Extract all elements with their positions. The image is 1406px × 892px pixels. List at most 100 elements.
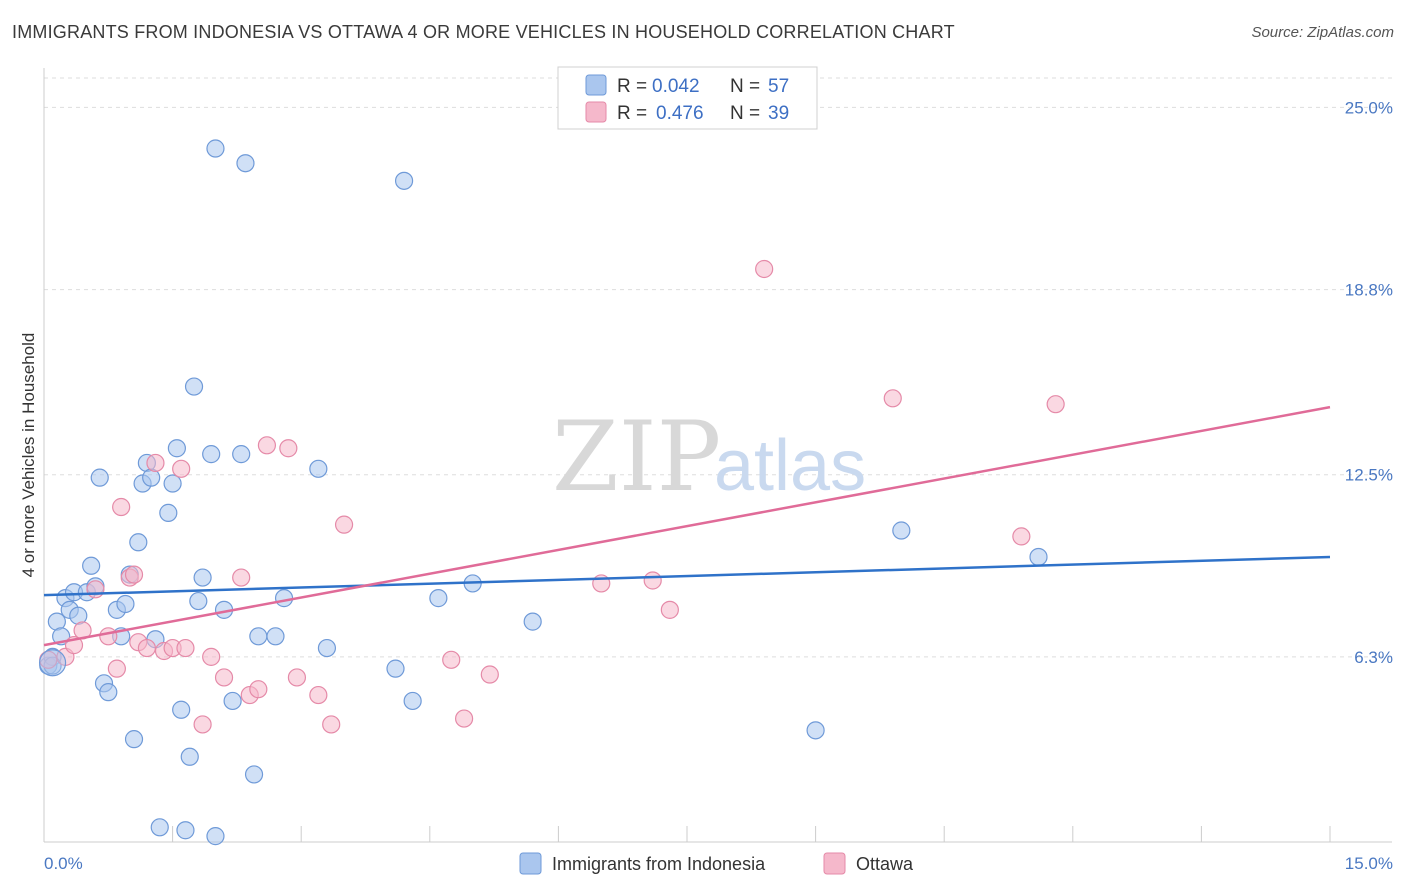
data-point-indonesia [193,568,212,587]
data-point-ottawa [660,600,679,619]
data-point-indonesia-cluster [38,649,67,677]
data-point-indonesia [206,827,225,846]
y-tick-label: 25.0% [1345,98,1393,117]
data-point-indonesia [806,721,825,740]
legend-n-label-2: N = [730,103,760,124]
data-point-indonesia [206,139,225,158]
axis-layer: 6.3% 12.5% 18.8% 25.0% 0.0% 15.0% [43,68,1393,873]
data-point-indonesia [523,612,542,631]
x-tick-label-min: 0.0% [44,854,83,873]
legend-n-value-1: 57 [768,76,789,97]
data-point-indonesia [249,627,268,646]
legend-r-label-2: R = [617,103,647,124]
trend-layer [43,405,1331,647]
data-point-ottawa [480,665,499,684]
data-point-indonesia [99,683,118,702]
source-label: Source: ZipAtlas.com [1251,24,1394,41]
data-point-indonesia [189,591,208,611]
chart-title: IMMIGRANTS FROM INDONESIA VS OTTAWA 4 OR… [12,22,955,42]
legend-n-value-2: 39 [768,103,789,124]
y-axis-label: 4 or more Vehicles in Household [19,333,38,578]
data-point-ottawa [193,715,212,734]
data-point-ottawa [214,668,234,687]
data-point-ottawa [279,439,298,458]
data-point-indonesia [1029,547,1048,567]
y-tick-label: 6.3% [1354,648,1393,667]
data-point-indonesia [116,594,135,614]
data-point-indonesia [317,638,337,658]
data-point-indonesia [244,765,264,784]
legend-r-value-1: 0.042 [652,76,700,97]
data-point-indonesia [176,821,195,840]
data-point-indonesia [159,503,178,522]
data-point-ottawa [172,459,191,478]
y-tick-label: 12.5% [1345,466,1393,485]
trend-line-indonesia [43,555,1331,597]
data-point-ottawa [1046,395,1065,414]
x-tick-label-max: 15.0% [1345,854,1393,873]
data-point-indonesia [163,474,182,493]
data-point-indonesia [167,439,186,458]
data-point-ottawa [883,389,902,408]
data-point-indonesia [129,533,148,552]
data-point-ottawa [287,668,307,687]
watermark-zip: ZIP [552,401,721,513]
data-point-ottawa [442,650,461,669]
legend-swatch-blue [585,74,607,96]
data-point-indonesia [82,556,101,575]
data-point-ottawa [322,715,341,734]
series-legend-label-ottawa: Ottawa [856,854,914,874]
data-point-indonesia [184,377,204,396]
series-legend: Immigrants from Indonesia Ottawa [519,852,914,875]
data-point-indonesia [90,468,109,487]
data-point-indonesia [202,445,221,464]
legend-swatch-pink [585,101,607,123]
data-point-ottawa [755,259,774,279]
data-point-ottawa [454,709,474,728]
data-point-ottawa [643,571,662,590]
data-point-indonesia [892,521,911,540]
series-legend-swatch-ottawa [823,852,846,875]
y-tick-label: 18.8% [1345,281,1393,300]
watermark: ZIP atlas [552,401,866,513]
data-point-indonesia [386,659,405,678]
data-point-ottawa [107,659,126,678]
data-point-ottawa [137,638,156,658]
data-point-indonesia [232,445,251,464]
data-point-ottawa [146,453,165,473]
data-point-ottawa [232,568,251,587]
data-point-indonesia [266,627,285,646]
data-point-indonesia [429,589,448,608]
data-point-ottawa [112,497,131,517]
legend-r-value-2: 0.476 [656,103,704,124]
data-point-indonesia [172,700,191,719]
series-legend-swatch-indonesia [519,852,542,875]
data-point-indonesia [150,818,169,837]
data-point-indonesia [180,747,199,766]
trend-line-ottawa [43,405,1331,647]
legend-n-label-1: N = [730,76,760,97]
stats-legend: R = 0.042 N = 57 R = 0.476 N = 39 [557,66,818,130]
legend-r-label-1: R = [617,76,647,97]
points-layer [38,139,1065,846]
data-point-ottawa [202,647,221,666]
data-point-indonesia [223,691,242,711]
data-point-ottawa [86,580,105,599]
watermark-atlas: atlas [714,426,866,506]
data-point-indonesia [394,171,414,190]
data-point-ottawa [334,515,354,534]
data-point-ottawa [99,627,118,646]
data-point-ottawa [309,685,328,705]
series-legend-label-indonesia: Immigrants from Indonesia [552,854,766,874]
data-point-ottawa [176,638,195,658]
data-point-ottawa [124,565,144,584]
data-point-indonesia [309,459,328,478]
data-point-ottawa [1012,527,1031,546]
data-point-ottawa [257,436,277,455]
data-point-indonesia [403,691,422,711]
data-point-indonesia [274,589,294,608]
data-point-ottawa [249,680,268,699]
data-point-indonesia [124,730,144,749]
data-point-indonesia [236,154,255,173]
